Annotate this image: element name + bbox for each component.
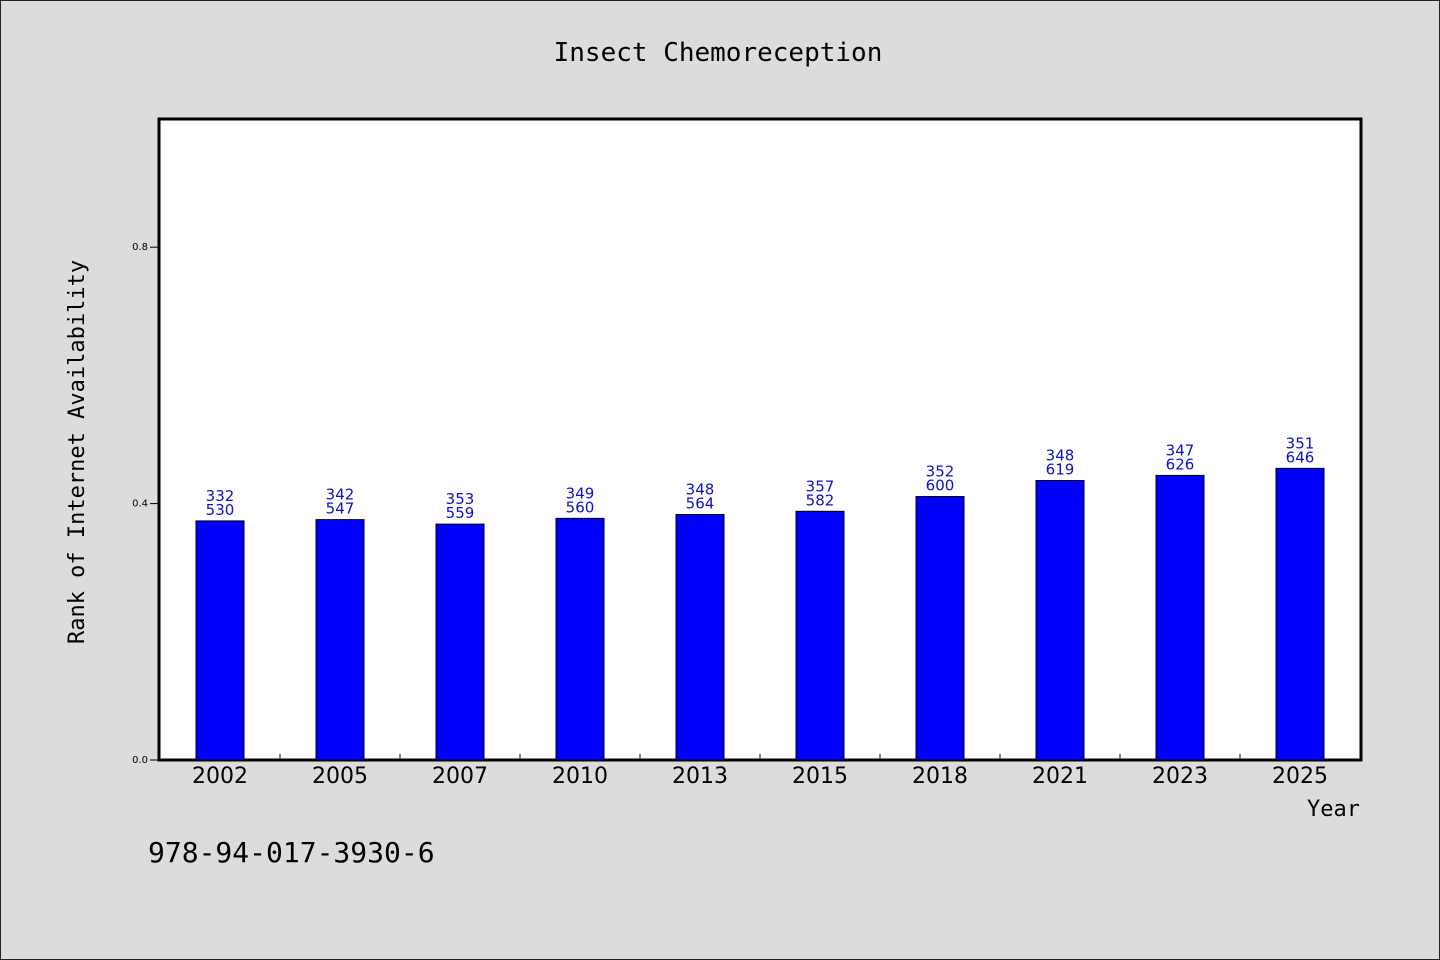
data-label-bottom-2018: 600 xyxy=(926,477,955,495)
x-tick-label-2023: 2023 xyxy=(1152,764,1208,789)
bar-2002 xyxy=(195,520,245,761)
x-tick-label-2021: 2021 xyxy=(1032,764,1088,789)
data-label-top-2021: 348 xyxy=(1046,447,1075,465)
y-tick-label-0.0: 0.0 xyxy=(132,755,148,766)
data-label-bottom-2005: 547 xyxy=(326,500,355,518)
x-tick-label-2013: 2013 xyxy=(672,764,728,789)
x-tick-label-2005: 2005 xyxy=(312,764,368,789)
data-label-top-2025: 351 xyxy=(1286,434,1315,452)
data-label-top-2007: 353 xyxy=(446,490,475,508)
x-tick-label-2007: 2007 xyxy=(432,764,488,789)
data-label-bottom-2002: 530 xyxy=(206,501,235,519)
bar-2005 xyxy=(315,519,365,761)
y-tick-label-0.8: 0.8 xyxy=(132,242,148,253)
data-label-bottom-2023: 626 xyxy=(1166,455,1195,473)
x-axis-ticks: 2002 2005 2007 2010 2013 2015 2018 2021 2023 2025 xyxy=(192,754,1328,789)
bar-2013 xyxy=(675,513,725,761)
x-axis-label: Year xyxy=(1307,797,1360,822)
data-label-top-2015: 357 xyxy=(806,477,835,495)
data-label-bottom-2013: 564 xyxy=(686,494,715,512)
bar-2025 xyxy=(1275,467,1325,761)
y-axis-label: Rank of Internet Availability xyxy=(65,260,90,644)
bar-2007 xyxy=(435,523,485,761)
data-label-top-2010: 349 xyxy=(566,484,595,502)
data-label-bottom-2015: 582 xyxy=(806,491,835,509)
x-tick-label-2025: 2025 xyxy=(1272,764,1328,789)
data-label-bottom-2025: 646 xyxy=(1286,448,1315,466)
bar-2015 xyxy=(795,510,845,761)
bar-2021 xyxy=(1035,480,1085,761)
data-label-top-2013: 348 xyxy=(686,480,715,498)
data-label-bottom-2007: 559 xyxy=(446,504,475,522)
bar-2018 xyxy=(915,496,965,761)
y-axis-ticks: 0.0 0.4 0.8 xyxy=(132,242,160,766)
bars-group xyxy=(195,467,1325,761)
data-label-top-2018: 352 xyxy=(926,463,955,481)
x-tick-label-2018: 2018 xyxy=(912,764,968,789)
data-labels-group: 3325303425473535593495603485643575823526… xyxy=(206,434,1315,522)
chart-title: Insect Chemoreception xyxy=(554,38,883,68)
y-tick-label-0.4: 0.4 xyxy=(132,499,148,510)
data-label-top-2023: 347 xyxy=(1166,441,1195,459)
data-label-top-2005: 342 xyxy=(326,486,355,504)
isbn-text: 978-94-017-3930-6 xyxy=(148,836,435,869)
x-tick-label-2015: 2015 xyxy=(792,764,848,789)
bar-2023 xyxy=(1155,474,1205,761)
data-label-bottom-2010: 560 xyxy=(566,498,595,516)
x-tick-label-2002: 2002 xyxy=(192,764,248,789)
bar-2010 xyxy=(555,517,605,761)
data-label-top-2002: 332 xyxy=(206,487,235,505)
data-label-bottom-2021: 619 xyxy=(1046,461,1075,479)
x-tick-label-2010: 2010 xyxy=(552,764,608,789)
